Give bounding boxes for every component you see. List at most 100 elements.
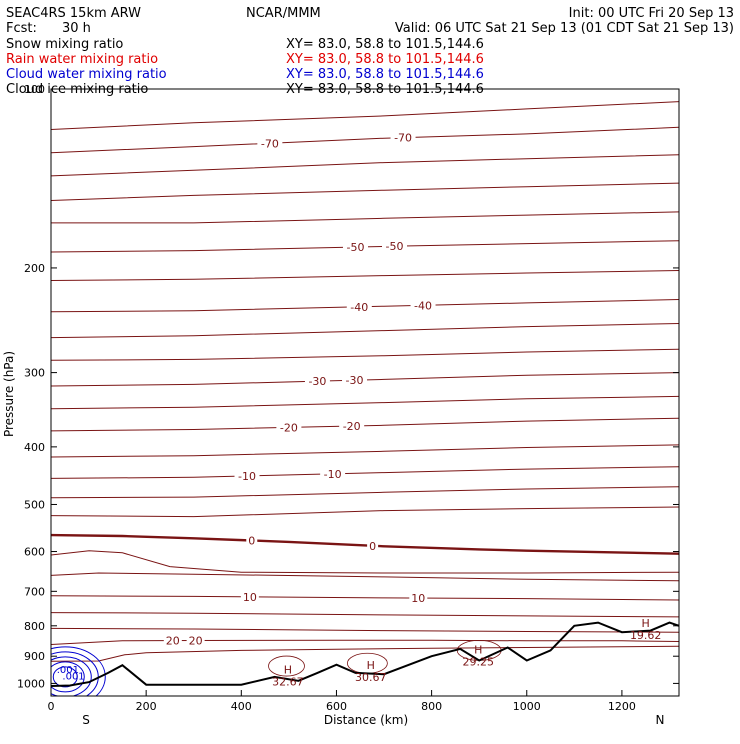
y-tick-label: 200 [24, 262, 45, 275]
isotherm-line-14 [51, 466, 679, 479]
pressure-high-marker: H [367, 659, 375, 672]
isotherm-label-bg [381, 240, 407, 253]
y-tick-label: 1000 [17, 677, 45, 690]
isotherm-label: 0 [369, 540, 376, 553]
isotherm-line-19 [51, 572, 679, 582]
pressure-high-value: 29.25 [462, 655, 494, 668]
isotherm-line-22 [51, 627, 679, 633]
isotherm-label: -10 [238, 470, 256, 483]
pressure-high-value: 32.67 [272, 675, 304, 688]
terrain-line [51, 621, 679, 687]
x-tick-label: 800 [421, 700, 442, 713]
isotherm-line-2 [51, 154, 679, 177]
field-cloud-ice-xy: XY= 83.0, 58.8 to 101.5,144.6 [286, 82, 484, 97]
plot-frame [50, 88, 680, 697]
cloud-water-contour [51, 646, 106, 696]
isotherm-label-bg [342, 374, 368, 387]
isotherm-label-bg [346, 300, 372, 313]
y-axis-title: Pressure (hPa) [2, 351, 16, 437]
y-tick-label: 500 [24, 498, 45, 511]
isotherm-label-bg [409, 592, 428, 605]
field-cloud-water-name: Cloud water mixing ratio [6, 67, 167, 82]
isotherm-label: -70 [394, 132, 412, 145]
isotherm-label-bg [186, 634, 205, 647]
isotherm-label: 10 [243, 591, 257, 604]
isotherm-label: 20 [166, 635, 180, 648]
isotherm-label: -30 [346, 374, 364, 387]
x-tick-label: 1200 [608, 700, 636, 713]
isotherm-label-bg [410, 299, 436, 312]
isotherm-line-13 [51, 444, 679, 458]
isotherm-line-4 [51, 211, 679, 224]
valid-time: Valid: 06 UTC Sat 21 Sep 13 (01 CDT Sat … [395, 21, 734, 36]
pressure-high-marker: H [474, 643, 482, 656]
isotherm-label: -10 [324, 468, 342, 481]
isotherm-line-11 [51, 395, 679, 410]
isotherm-label-bg [390, 131, 416, 144]
x-axis-title: Distance (km) [324, 713, 408, 727]
isotherm-line-20 [51, 595, 679, 601]
forecast-hours: 30 h [62, 21, 91, 36]
cloud-water-contour [51, 656, 92, 696]
isotherm-label: -50 [347, 241, 365, 254]
south-label: S [82, 713, 90, 727]
isotherm-line-21 [51, 612, 679, 618]
isotherm-label: 0 [248, 534, 255, 547]
x-tick-label: 200 [136, 700, 157, 713]
isotherm-label: -50 [386, 240, 404, 253]
forecast-label: Fcst: [6, 21, 37, 36]
y-tick-label: 900 [24, 650, 45, 663]
isotherm-line-17 [51, 533, 679, 555]
x-tick-label: 1000 [513, 700, 541, 713]
isotherm-line-9 [51, 348, 679, 361]
cloud-water-contour [51, 661, 85, 693]
isotherm-line-15 [51, 486, 679, 499]
isotherm-label-bg [320, 467, 346, 480]
isotherm-label: 10 [411, 592, 425, 605]
isotherm-line-12 [51, 417, 679, 432]
y-tick-label: 400 [24, 441, 45, 454]
model-title: SEAC4RS 15km ARW [6, 6, 141, 21]
isotherm-label-bg [367, 539, 379, 552]
contour-labels: -70 -70 -50 -50 -40 -40 -30 -30 -20 -20 -10 -10 0 0 10… [163, 131, 661, 688]
field-rain-xy: XY= 83.0, 58.8 to 101.5,144.6 [286, 52, 484, 67]
isotherm-label-bg [234, 469, 260, 482]
org-label: NCAR/MMM [246, 6, 321, 21]
isotherm-label-bg [246, 534, 258, 547]
isotherm-line-8 [51, 323, 679, 339]
isotherm-label: -30 [308, 375, 326, 388]
isotherm-label-bg [163, 634, 182, 647]
isotherm-line-18 [51, 550, 679, 574]
init-time: Init: 00 UTC Fri 20 Sep 13 [569, 6, 734, 21]
cloud-water-label: .001 [57, 665, 79, 676]
field-cloud-ice-name: Cloud ice mixing ratio [6, 82, 148, 97]
isotherm-line-24 [51, 645, 679, 662]
isotherm-label: -20 [280, 421, 298, 434]
isotherm-label: -70 [261, 137, 279, 150]
terrain-profile [51, 621, 679, 687]
isotherm-line-1 [51, 126, 679, 154]
y-tick-label: 700 [24, 585, 45, 598]
isotherm-label-bg [342, 241, 368, 254]
isotherm-contours [51, 101, 679, 662]
isotherm-label: 20 [189, 635, 203, 648]
field-rain-name: Rain water mixing ratio [6, 52, 158, 67]
y-tick-label: 800 [24, 620, 45, 633]
y-tick-label-top: 100 [24, 83, 45, 96]
isotherm-label-bg [257, 137, 283, 150]
pressure-high-marker: H [284, 663, 292, 676]
pressure-high-value: 30.67 [355, 671, 387, 684]
field-snow-name: Snow mixing ratio [6, 37, 123, 52]
rain-water-contour [268, 655, 305, 677]
field-cloud-water-xy: XY= 83.0, 58.8 to 101.5,144.6 [286, 67, 484, 82]
isotherm-line-3 [51, 182, 679, 201]
isotherm-line-6 [51, 270, 679, 281]
y-tick-label: 600 [24, 546, 45, 559]
isotherm-label: -40 [414, 299, 432, 312]
x-tick-label: 600 [326, 700, 347, 713]
isotherm-label-bg [304, 375, 330, 388]
isotherm-line-7 [51, 299, 679, 313]
